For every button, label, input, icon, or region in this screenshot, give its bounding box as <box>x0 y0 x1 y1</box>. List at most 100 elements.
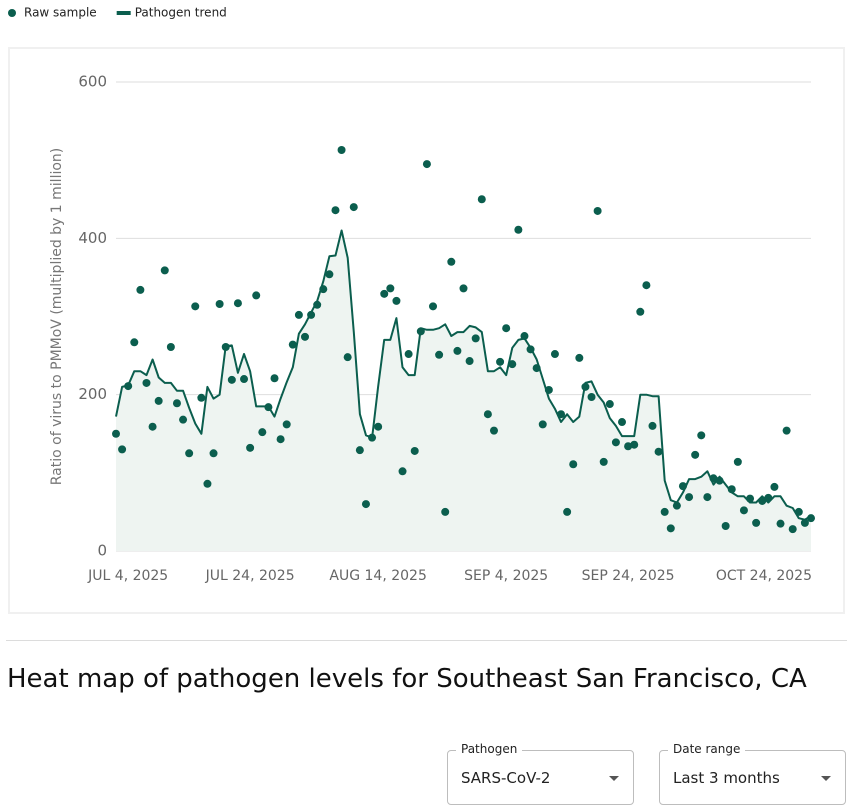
sample-dot <box>538 420 547 429</box>
sample-dot <box>752 518 761 527</box>
sample-dot <box>416 327 425 336</box>
sample-dot <box>782 426 791 435</box>
sample-dot <box>496 357 505 366</box>
sample-dot <box>770 482 779 491</box>
sample-dot <box>557 410 566 419</box>
sample-dot <box>282 420 291 429</box>
y-tick-label: 600 <box>78 73 107 91</box>
sample-dot <box>246 443 255 452</box>
sample-dot <box>660 507 669 516</box>
sample-dot <box>368 433 377 442</box>
sample-dot <box>386 284 395 293</box>
sample-dot <box>636 307 645 316</box>
sample-dot <box>709 474 718 483</box>
sample-dot <box>307 310 316 319</box>
x-tick-label: SEP 4, 2025 <box>464 568 548 584</box>
chart-panel <box>8 47 845 614</box>
x-tick-label: AUG 14, 2025 <box>329 568 426 584</box>
legend-label: Raw sample <box>24 6 97 20</box>
sample-dot <box>209 449 218 458</box>
sample-dot <box>166 342 175 351</box>
sample-dot <box>587 393 596 402</box>
sample-dot <box>398 467 407 476</box>
sample-dot <box>593 206 602 215</box>
dropdown-arrow <box>821 776 831 781</box>
sample-dot <box>337 146 346 155</box>
sample-dot <box>727 485 736 494</box>
sample-dot <box>508 360 517 369</box>
sample-dot <box>758 496 767 505</box>
sample-dot <box>294 310 303 319</box>
sample-dot <box>672 501 681 510</box>
sample-dot <box>611 438 620 447</box>
sample-dot <box>215 299 224 308</box>
trend-area <box>116 230 811 551</box>
sample-dot <box>349 203 358 212</box>
sample-dot <box>654 447 663 456</box>
date-range-select[interactable]: Date range Last 3 months <box>659 742 846 805</box>
chart: Raw sample Pathogen trend 0 200 400 600 Ratio … <box>8 6 815 584</box>
sample-dot <box>746 494 755 503</box>
sample-dot <box>118 445 127 454</box>
sample-dot <box>776 519 785 528</box>
sample-dot <box>599 457 608 466</box>
sample-dot <box>124 382 133 391</box>
sample-dot <box>618 418 627 427</box>
sample-dot <box>550 350 559 359</box>
sample-dot <box>435 350 444 359</box>
sample-dot <box>361 500 370 509</box>
sample-dot <box>642 281 651 290</box>
sample-dot <box>447 257 456 266</box>
sample-dot <box>715 476 724 485</box>
sample-dot <box>532 364 541 373</box>
divider <box>6 640 847 641</box>
sample-dot <box>471 334 480 343</box>
sample-dot <box>276 435 285 444</box>
sample-dot <box>148 422 157 431</box>
sample-dot <box>270 374 279 383</box>
legend-swatch <box>116 11 131 15</box>
sample-dot <box>160 266 169 275</box>
sample-dot <box>429 302 438 311</box>
legend-label: Pathogen trend <box>135 6 227 20</box>
sample-dot <box>703 493 712 502</box>
sample-dot <box>185 449 194 458</box>
x-tick-label: JUL 24, 2025 <box>205 568 295 584</box>
sample-dot <box>313 300 322 309</box>
sample-dot <box>807 514 815 523</box>
y-tick-label: 400 <box>78 229 107 247</box>
sample-dot <box>410 446 419 455</box>
sample-dot <box>355 446 364 455</box>
y-axis-label: Ratio of virus to PMMoV (multiplied by 1… <box>49 148 65 486</box>
sample-dot <box>520 332 529 341</box>
sample-dot <box>483 410 492 419</box>
sample-dot <box>800 518 809 527</box>
sample-dot <box>392 296 401 305</box>
sample-dot <box>252 291 261 300</box>
sample-dot <box>453 346 462 355</box>
sample-dot <box>240 375 249 384</box>
sample-dot <box>605 400 614 409</box>
sample-dot <box>739 506 748 515</box>
sample-dot <box>794 507 803 516</box>
sample-dot <box>258 428 267 437</box>
sample-dot <box>264 403 273 412</box>
trend-line <box>115 229 812 521</box>
sample-dot <box>477 195 486 204</box>
pathogen-select[interactable]: Pathogen SARS-CoV-2 <box>447 742 634 805</box>
sample-dot <box>374 422 383 431</box>
sample-dot <box>563 507 572 516</box>
sample-dot <box>502 324 511 333</box>
y-tick-label: 200 <box>78 385 107 403</box>
y-tick-label: 0 <box>97 542 107 560</box>
sample-dot <box>666 524 675 533</box>
sample-dot <box>569 460 578 469</box>
heading: Heat map of pathogen levels for Southeas… <box>7 664 807 694</box>
sample-dot <box>465 357 474 366</box>
sample-dot <box>343 353 352 362</box>
dropdown-arrow <box>609 776 619 781</box>
sample-dot <box>678 482 687 491</box>
sample-dot <box>197 393 206 402</box>
sample-dot <box>630 440 639 449</box>
